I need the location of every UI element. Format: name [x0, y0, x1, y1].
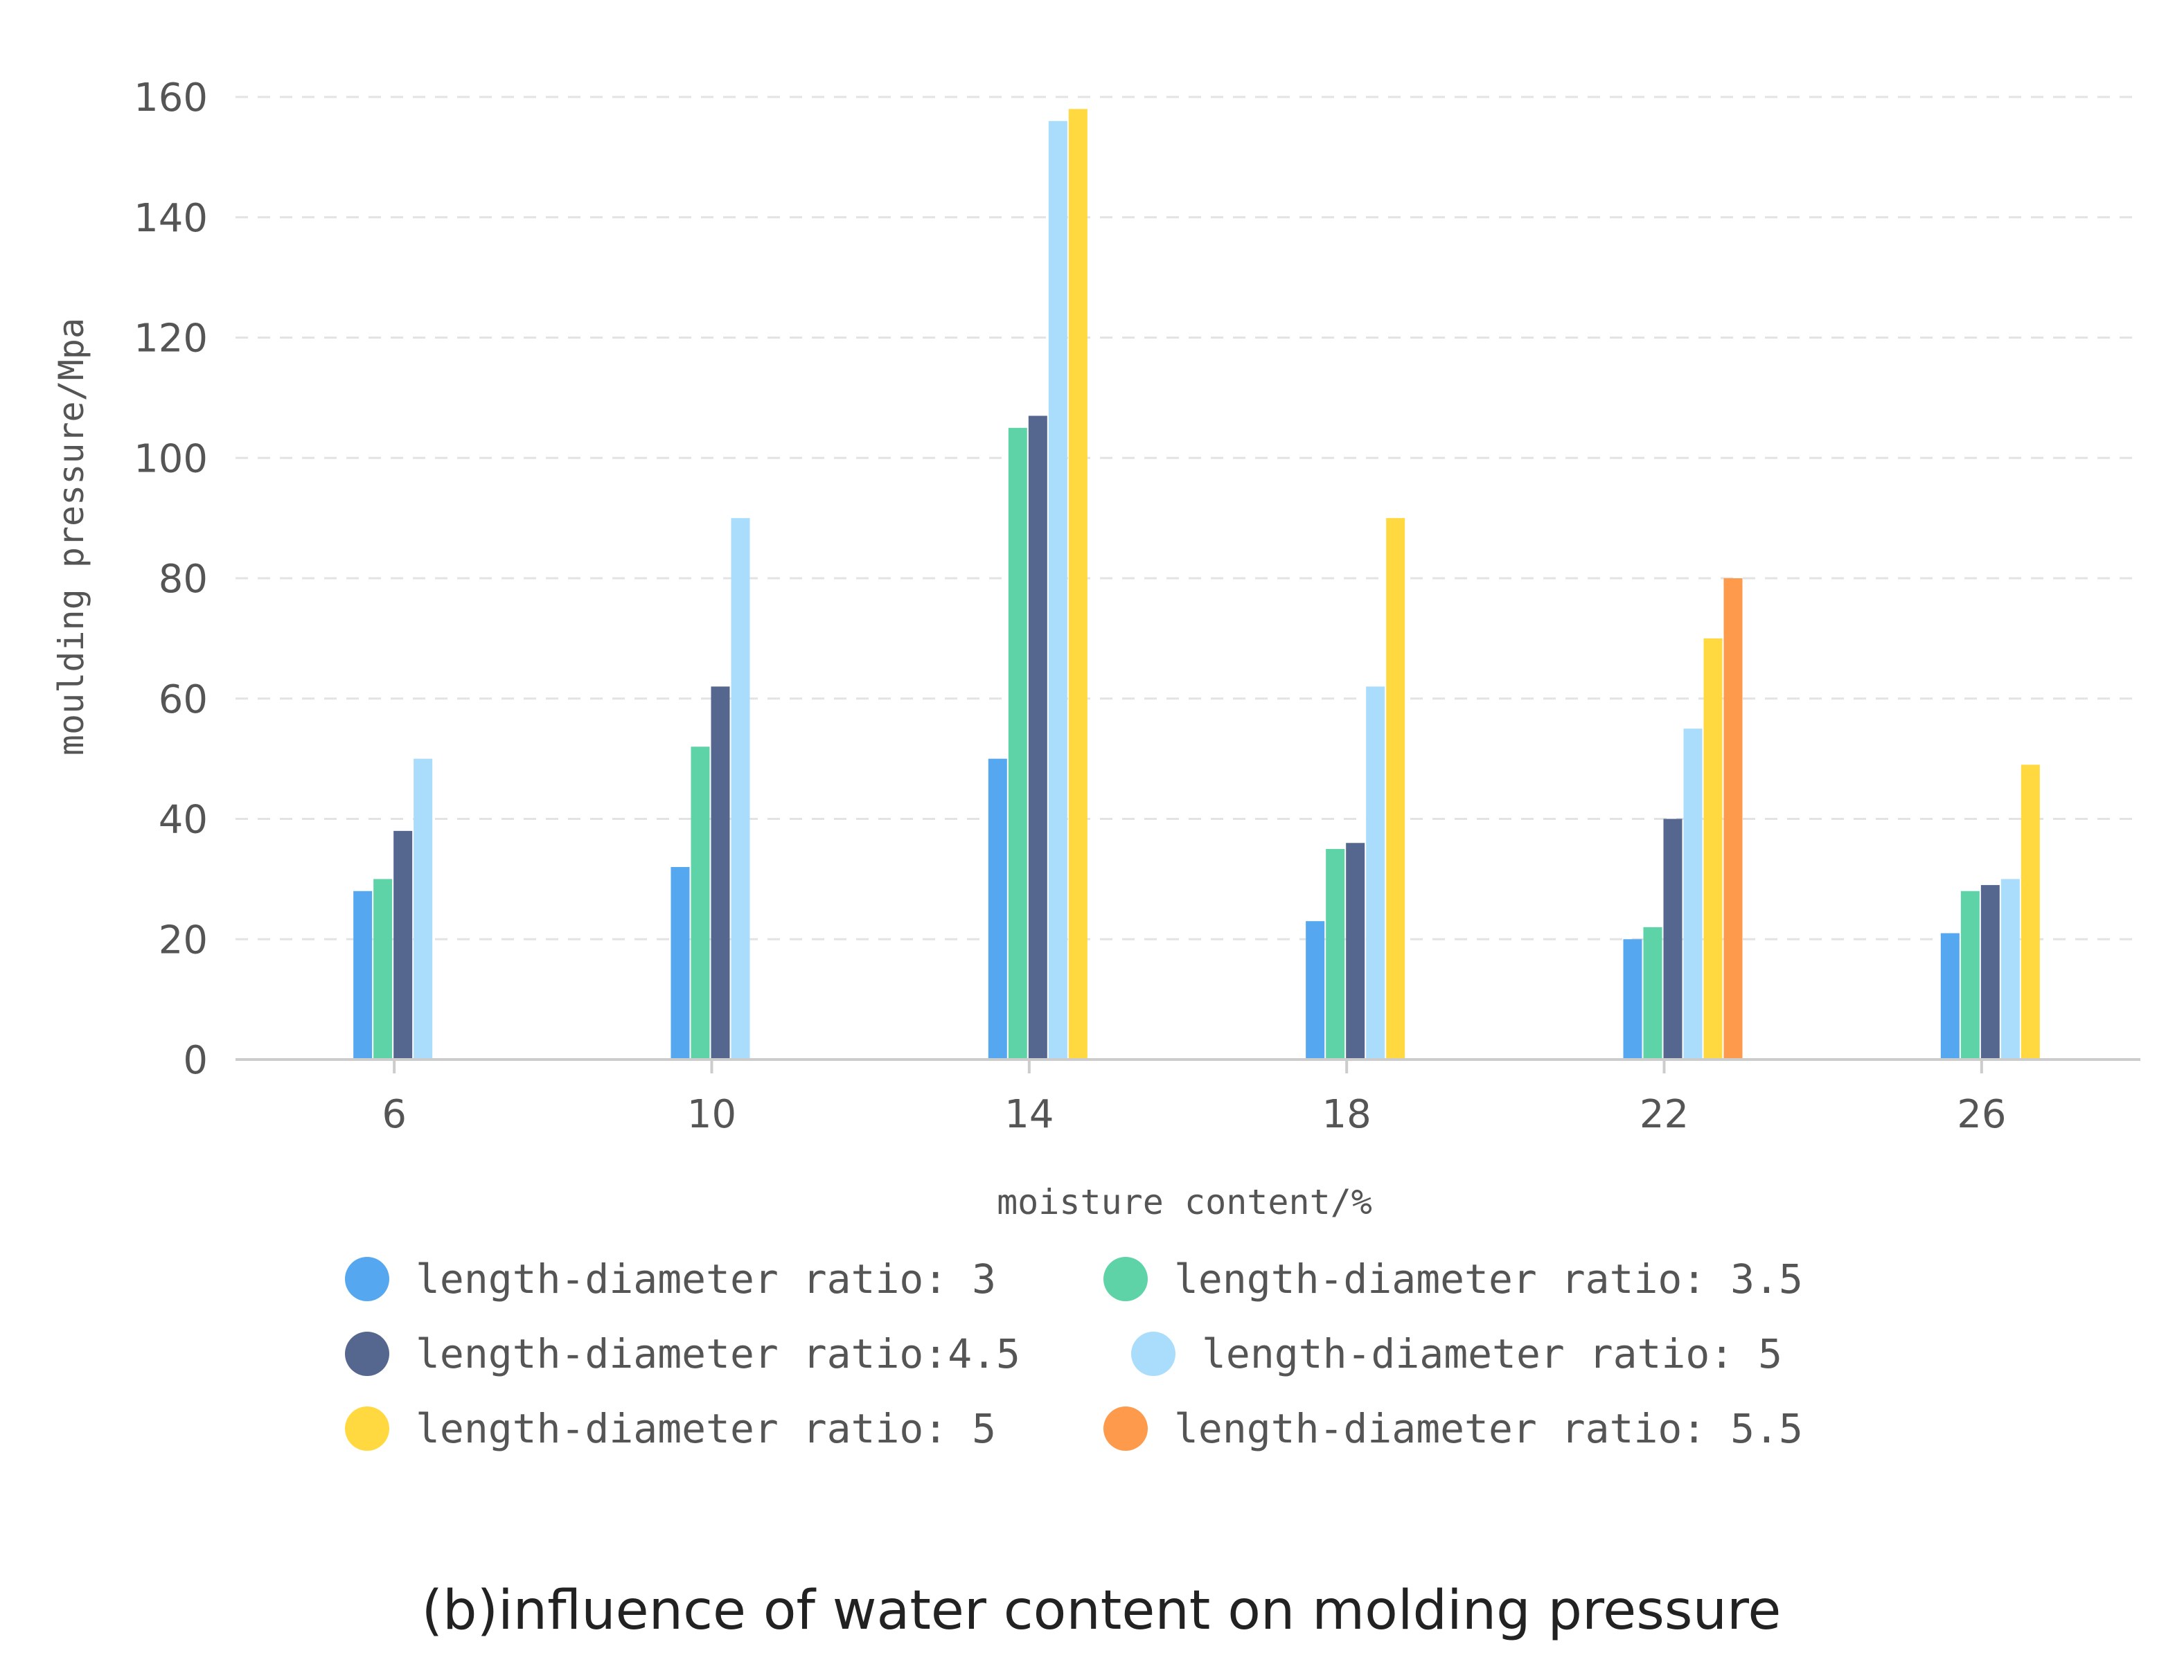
y-tick-label: 140 [134, 196, 208, 241]
y-tick-label: 20 [159, 918, 208, 963]
bar [711, 686, 730, 1060]
x-axis-title: moisture content/% [997, 1182, 1372, 1222]
legend-label: length-diameter ratio:4.5 [416, 1330, 1020, 1377]
x-tick-label: 26 [1957, 1092, 2006, 1137]
y-tick-label: 60 [159, 677, 208, 722]
bar [1386, 518, 1405, 1060]
bar [414, 758, 433, 1060]
x-tick-label: 6 [382, 1092, 407, 1137]
legend-marker [345, 1257, 389, 1301]
legend-marker [1131, 1332, 1175, 1376]
y-tick-label: 120 [134, 316, 208, 361]
legend-marker [1103, 1406, 1148, 1451]
legend-label: length-diameter ratio: 5.5 [1174, 1405, 1803, 1452]
bar [1048, 120, 1067, 1060]
gridlines [236, 96, 2140, 940]
y-tick-label: 100 [134, 436, 208, 481]
bar [1623, 939, 1642, 1060]
bar [353, 891, 373, 1060]
bar [373, 879, 393, 1060]
bar [1960, 891, 1980, 1060]
legend-label: length-diameter ratio: 5 [1202, 1330, 1782, 1377]
bars [353, 109, 2040, 1060]
bar [1008, 427, 1027, 1060]
legend-marker [345, 1332, 389, 1376]
y-axis-title: moulding pressure/Mpa [51, 318, 91, 756]
bar [731, 518, 750, 1060]
legend-label: length-diameter ratio: 5 [416, 1405, 996, 1452]
bar [1366, 686, 1385, 1060]
bar [2021, 765, 2040, 1060]
bar [1683, 729, 1703, 1060]
bar [1703, 638, 1723, 1060]
bar [988, 758, 1007, 1060]
bar [691, 747, 710, 1060]
x-tick-label: 22 [1640, 1092, 1689, 1137]
y-tick-label: 0 [183, 1038, 208, 1083]
y-tick-label: 80 [159, 557, 208, 602]
x-tick-label: 18 [1322, 1092, 1371, 1137]
bar [1068, 109, 1087, 1060]
y-tick-label: 160 [134, 75, 208, 120]
x-tick-labels: 6 10 14 18 22 26 [382, 1092, 2006, 1137]
bar [1326, 848, 1345, 1060]
x-tick-label: 10 [687, 1092, 736, 1137]
bar [1723, 578, 1743, 1060]
y-tick-labels: 0 20 40 60 80 100 120 140 160 [134, 75, 208, 1083]
bar [1940, 933, 1960, 1060]
bar [1643, 927, 1662, 1060]
bar [1663, 819, 1683, 1060]
bar [671, 867, 690, 1060]
bar [1306, 921, 1325, 1060]
y-tick-label: 40 [159, 798, 208, 843]
bar [393, 830, 413, 1060]
figure-caption: (b)influence of water content on molding… [422, 1580, 1782, 1642]
bar [1346, 843, 1365, 1060]
legend-label: length-diameter ratio: 3.5 [1174, 1255, 1803, 1303]
legend-label: length-diameter ratio: 3 [416, 1255, 996, 1303]
legend-marker [1103, 1257, 1148, 1301]
x-tick-label: 14 [1004, 1092, 1054, 1137]
bar [1028, 415, 1047, 1060]
legend-marker [345, 1406, 389, 1451]
bar [1980, 885, 2000, 1060]
legend: length-diameter ratio: 3 length-diameter … [345, 1255, 1803, 1452]
bar [2000, 879, 2020, 1060]
